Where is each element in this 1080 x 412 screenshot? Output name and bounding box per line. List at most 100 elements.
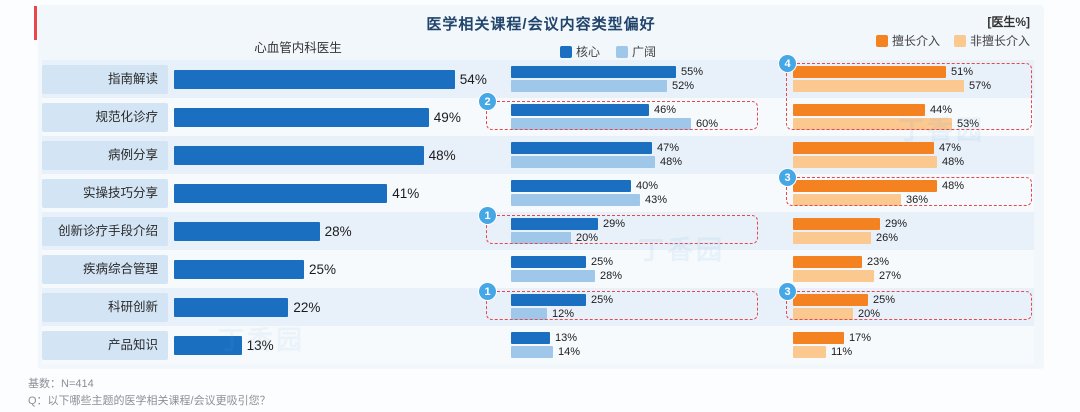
bar-广阔 (511, 194, 640, 206)
bar-非擅长介入 (793, 118, 952, 130)
bar-核心 (511, 218, 598, 230)
chart-row: 41% (168, 174, 498, 212)
bar-心血管内科医生 (174, 259, 304, 279)
bar-line: 60% (498, 118, 774, 130)
bar-广阔 (511, 156, 655, 168)
value-label: 47% (939, 142, 962, 154)
chart-row: 47% 48% (774, 136, 1034, 174)
chart-row: 48% 36% (774, 174, 1034, 212)
value-label: 20% (858, 308, 881, 320)
panel-intervention: 51% 57% 44% 53% 47% 48% 48% 36% 29% 26% 23% 27% 25% 2… (774, 55, 1034, 364)
value-label: 43% (645, 194, 668, 206)
value-label: 48% (660, 156, 683, 168)
label-row: 疾病综合管理 (42, 250, 168, 288)
chart-row: 22% (168, 288, 498, 326)
bar-line: 14% (498, 346, 774, 358)
bar-line: 25% (774, 294, 1034, 306)
bar-擅长介入 (793, 332, 844, 344)
value-label: 46% (654, 104, 677, 116)
bar-擅长介入 (793, 294, 868, 306)
legend-middle: 核心 广阔 (498, 43, 718, 60)
chart-row: 47% 48% (498, 136, 774, 174)
label-row: 实操技巧分享 (42, 174, 168, 212)
bar-line: 25% (168, 259, 498, 279)
value-label: 23% (867, 256, 890, 268)
chart-row: 28% (168, 212, 498, 250)
category-label: 创新诊疗手段介绍 (42, 216, 168, 246)
bar-line: 43% (498, 194, 774, 206)
bar-核心 (511, 104, 649, 116)
bar-line: 29% (774, 218, 1034, 230)
chart-row: 23% 27% (774, 250, 1034, 288)
highlight-box: 3 (779, 169, 1032, 206)
bar-line: 52% (498, 80, 774, 92)
category-label: 产品知识 (42, 330, 168, 360)
chart-row: 55% 52% (498, 60, 774, 98)
bar-line: 25% (498, 294, 774, 306)
chart-row: 29% 26% (774, 212, 1034, 250)
value-label: 48% (428, 147, 456, 163)
highlight-box: 1 (479, 283, 758, 320)
bar-line: 25% (498, 256, 774, 268)
legend-label: 擅长介入 (891, 34, 940, 48)
bar-广阔 (511, 80, 667, 92)
chart-row: 48% (168, 136, 498, 174)
bar-line: 13% (498, 332, 774, 344)
legend-swatch (953, 34, 966, 47)
value-label: 28% (324, 223, 352, 239)
bar-line: 20% (498, 232, 774, 244)
bar-非擅长介入 (793, 80, 964, 92)
chart-row: 25% 12% (498, 288, 774, 326)
bar-非擅长介入 (793, 156, 937, 168)
bar-line: 54% (168, 69, 498, 89)
bar-line: 48% (774, 156, 1034, 168)
bar-擅长介入 (793, 66, 946, 78)
label-row: 病例分享 (42, 136, 168, 174)
bar-核心 (511, 180, 631, 192)
chart-row: 25% (168, 250, 498, 288)
bar-心血管内科医生 (174, 69, 455, 89)
value-label: 28% (600, 270, 623, 282)
bar-line: 22% (168, 297, 498, 317)
chart-row: 51% 57% (774, 60, 1034, 98)
chart-row: 29% 20% (498, 212, 774, 250)
highlight-badge: 3 (779, 169, 796, 186)
bar-擅长介入 (793, 256, 862, 268)
bar-广阔 (511, 232, 571, 244)
chart-title: 医学相关课程/会议内容类型偏好 (426, 16, 656, 33)
bar-line: 27% (774, 270, 1034, 282)
highlight-box: 1 (479, 207, 758, 244)
category-label: 规范化诊疗 (42, 102, 168, 132)
value-label: 49% (433, 109, 461, 125)
panel-overall: 54% 49% 48% 41% 28% 25% 22% 13% (168, 60, 498, 364)
legend-item: 核心 (559, 43, 600, 60)
legend-item: 非擅长介入 (953, 32, 1030, 49)
bar-line: 48% (774, 180, 1034, 192)
category-label: 实操技巧分享 (42, 178, 168, 208)
highlight-box: 3 (779, 283, 1032, 320)
category-label: 科研创新 (42, 292, 168, 322)
bar-非擅长介入 (793, 308, 853, 320)
bar-line: 12% (498, 308, 774, 320)
value-label: 12% (552, 308, 575, 320)
value-label: 13% (246, 337, 274, 353)
category-labels-column: 指南解读 规范化诊疗 病例分享 实操技巧分享 创新诊疗手段介绍 疾病综合管理 科研创新 产品知… (42, 60, 168, 364)
value-label: 40% (636, 180, 659, 192)
bar-line: 47% (774, 142, 1034, 154)
legend-label: 非擅长介入 (969, 34, 1030, 48)
value-label: 52% (672, 80, 695, 92)
bar-line: 48% (168, 145, 498, 165)
highlight-badge: 4 (779, 55, 796, 72)
bar-非擅长介入 (793, 270, 874, 282)
value-label: 53% (957, 118, 980, 130)
footer: 基数：N=414 Q：以下哪些主题的医学相关课程/会议更吸引您？ (28, 376, 271, 410)
value-label: 27% (879, 270, 902, 282)
bar-line: 53% (774, 118, 1034, 130)
bar-非擅长介入 (793, 194, 901, 206)
legend-item: 广阔 (616, 43, 656, 60)
value-label: 41% (392, 185, 420, 201)
bar-line: 44% (774, 104, 1034, 116)
bar-擅长介入 (793, 218, 880, 230)
chart-row: 46% 60% (498, 98, 774, 136)
bar-核心 (511, 294, 586, 306)
